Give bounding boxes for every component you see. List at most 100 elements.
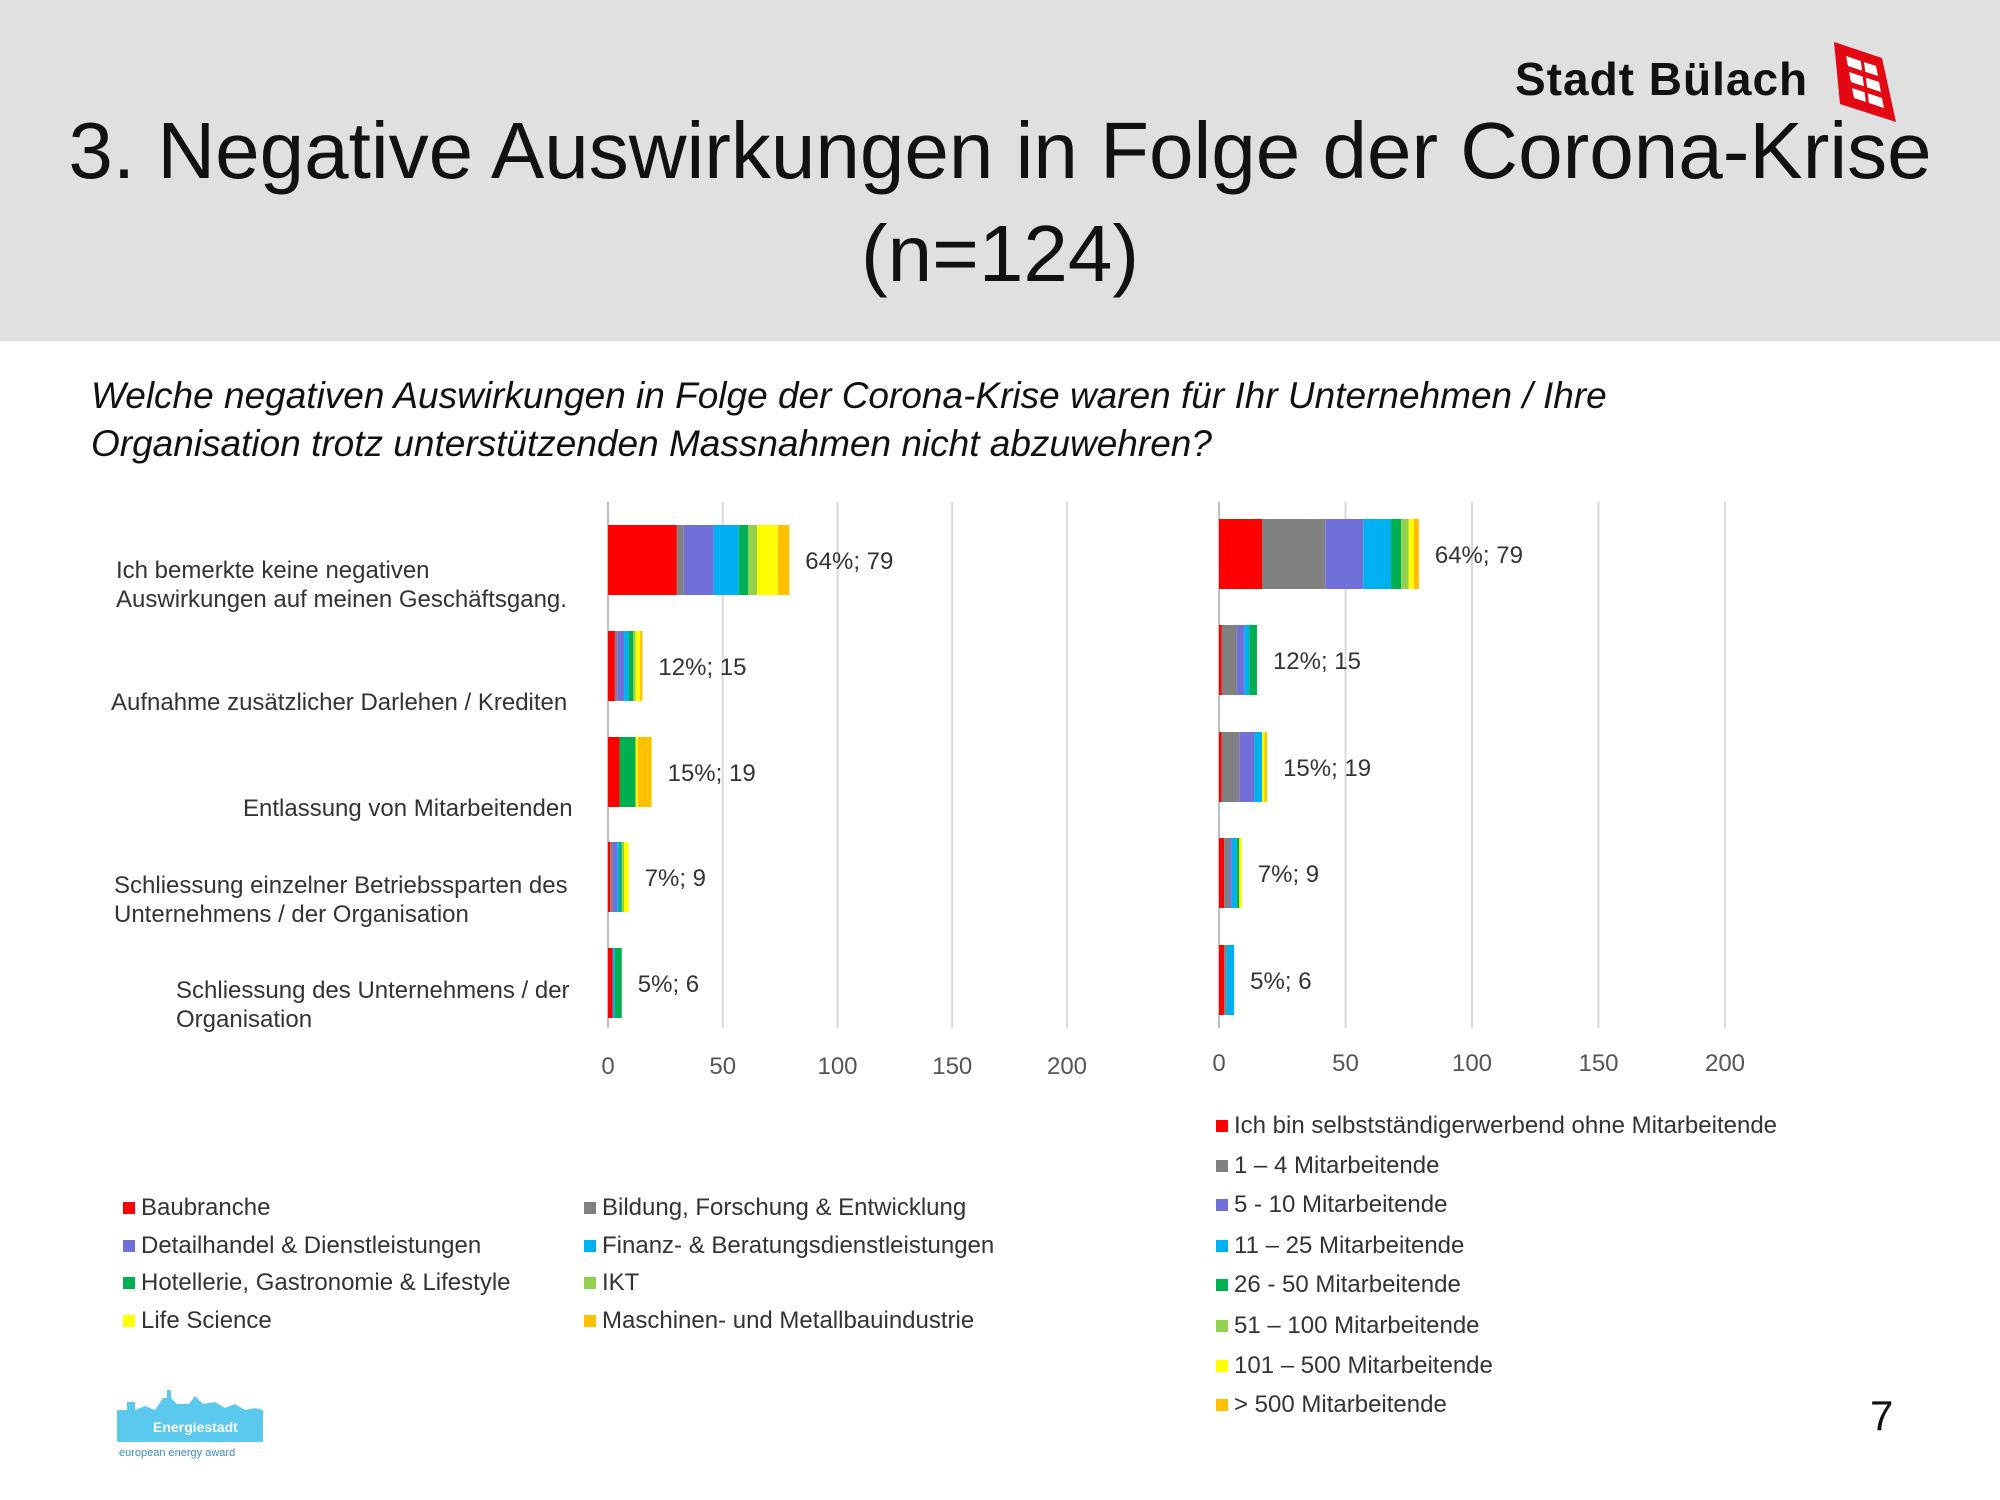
legend-swatch — [584, 1277, 596, 1289]
bar-segment — [1226, 945, 1235, 1015]
bar-segment — [1224, 838, 1230, 908]
page-subtitle: (n=124) — [861, 209, 1139, 298]
legend-swatch — [1216, 1360, 1228, 1372]
x-tick-label: 100 — [817, 1053, 857, 1080]
category-label-layoffs: Entlassung von Mitarbeitenden — [243, 795, 573, 822]
bar-segment — [777, 525, 790, 595]
legend-item: 5 - 10 Mitarbeitende — [1216, 1190, 1447, 1220]
bar-segment — [1249, 625, 1257, 695]
legend-swatch — [123, 1277, 135, 1289]
bar-segment — [621, 842, 625, 912]
legend-item: Finanz- & Beratungsdienstleistungen — [584, 1231, 994, 1261]
x-tick-label: 0 — [1212, 1050, 1225, 1077]
legend-item: Detailhandel & Dienstleistungen — [123, 1231, 481, 1261]
bar-segment — [635, 631, 641, 701]
legend-swatch — [123, 1202, 135, 1214]
category-label-close-divisions: Schliessung einzelner Betriebssparten de… — [114, 872, 568, 928]
legend-swatch — [1216, 1160, 1228, 1172]
bar-segment — [1236, 838, 1240, 908]
legend-label: 11 – 25 Mitarbeitende — [1234, 1232, 1465, 1259]
bar-segment — [1262, 732, 1265, 802]
bar-segment — [738, 525, 748, 595]
bar-segment — [683, 525, 714, 595]
x-tick-label: 50 — [709, 1053, 736, 1080]
legend-label: IKT — [602, 1269, 640, 1296]
legend-item: Life Science — [123, 1306, 272, 1336]
legend-swatch — [584, 1202, 596, 1214]
legend-label: Finanz- & Beratungsdienstleistungen — [602, 1232, 995, 1259]
bar-segment — [1363, 519, 1392, 589]
bar-segment — [608, 737, 620, 807]
bar-segment — [1229, 838, 1232, 908]
legend-label: Maschinen- und Metallbauindustrie — [602, 1307, 975, 1334]
legend-swatch — [123, 1315, 135, 1327]
page-number: 7 — [1870, 1392, 1894, 1439]
data-label: 5%; 6 — [1250, 968, 1311, 995]
legend-item: 11 – 25 Mitarbeitende — [1216, 1231, 1464, 1261]
bar-segment — [628, 631, 634, 701]
legend-item: Hotellerie, Gastronomie & Lifestyle — [123, 1268, 511, 1298]
legend-label: 1 – 4 Mitarbeitende — [1234, 1152, 1440, 1179]
legend-item: 1 – 4 Mitarbeitende — [1216, 1151, 1439, 1181]
bar-segment — [635, 737, 638, 807]
stadt-buelach-logo-icon — [1834, 42, 1896, 122]
legend-swatch — [1216, 1320, 1228, 1332]
data-label: 15%; 19 — [668, 760, 756, 787]
bar-segment — [1262, 519, 1326, 589]
legend-swatch — [584, 1240, 596, 1252]
bar-segment — [1325, 519, 1364, 589]
legend-swatch — [1216, 1199, 1228, 1211]
category-label-close-company: Schliessung des Unternehmens / der Organi… — [176, 977, 570, 1033]
legend-item: Baubranche — [123, 1193, 270, 1223]
legend-label: Ich bin selbstständigerwerbend ohne Mita… — [1234, 1112, 1778, 1139]
data-label: 12%; 15 — [658, 654, 746, 681]
x-tick-label: 150 — [1578, 1050, 1618, 1077]
bar-segment — [1219, 838, 1225, 908]
legend-label: Hotellerie, Gastronomie & Lifestyle — [141, 1269, 511, 1296]
bar-segment — [1236, 625, 1245, 695]
x-tick-label: 150 — [932, 1053, 972, 1080]
legend-label: 5 - 10 Mitarbeitende — [1234, 1191, 1448, 1218]
bar-segment — [608, 631, 615, 701]
page-title: 3. Negative Auswirkungen in Folge der Co… — [68, 106, 1932, 195]
data-label: 64%; 79 — [805, 548, 893, 575]
legend-label: > 500 Mitarbeitende — [1234, 1391, 1447, 1418]
bar-segment — [608, 842, 611, 912]
bar-segment — [1239, 838, 1242, 908]
bar-segment — [1401, 519, 1409, 589]
x-tick-label: 200 — [1705, 1050, 1745, 1077]
logo-text: Stadt Bülach — [1515, 53, 1809, 105]
data-label: 7%; 9 — [645, 865, 706, 892]
header-band — [0, 0, 2000, 341]
legend-label: Detailhandel & Dienstleistungen — [141, 1232, 482, 1259]
data-label: 7%; 9 — [1258, 861, 1319, 888]
legend-item: IKT — [584, 1268, 639, 1298]
data-label: 12%; 15 — [1273, 648, 1361, 675]
bar-segment — [1219, 732, 1222, 802]
bar-segment — [608, 948, 613, 1018]
x-tick-label: 0 — [601, 1053, 614, 1080]
legend-label: Life Science — [141, 1307, 272, 1334]
legend-label: 26 - 50 Mitarbeitende — [1234, 1271, 1461, 1298]
bar-segment — [747, 525, 758, 595]
legend-item: Maschinen- und Metallbauindustrie — [584, 1306, 974, 1336]
bar-segment — [612, 948, 615, 1018]
bar-segment — [633, 631, 636, 701]
x-tick-label: 200 — [1047, 1053, 1087, 1080]
legend-swatch — [123, 1240, 135, 1252]
bar-segment — [1239, 732, 1255, 802]
bar-segment — [624, 631, 629, 701]
survey-question: Welche negativen Auswirkungen in Folge d… — [91, 375, 1607, 464]
bar-segment — [619, 842, 622, 912]
legend-label: 101 – 500 Mitarbeitende — [1234, 1352, 1493, 1379]
bar-segment — [676, 525, 684, 595]
bar-segment — [610, 842, 613, 912]
bar-segment — [1264, 732, 1268, 802]
legend-swatch — [1216, 1399, 1228, 1411]
legend-item: 101 – 500 Mitarbeitende — [1216, 1351, 1493, 1381]
bar-segment — [619, 737, 636, 807]
energiestadt-logo-text: Energiestadt — [153, 1419, 238, 1435]
legend-item: > 500 Mitarbeitende — [1216, 1390, 1447, 1420]
